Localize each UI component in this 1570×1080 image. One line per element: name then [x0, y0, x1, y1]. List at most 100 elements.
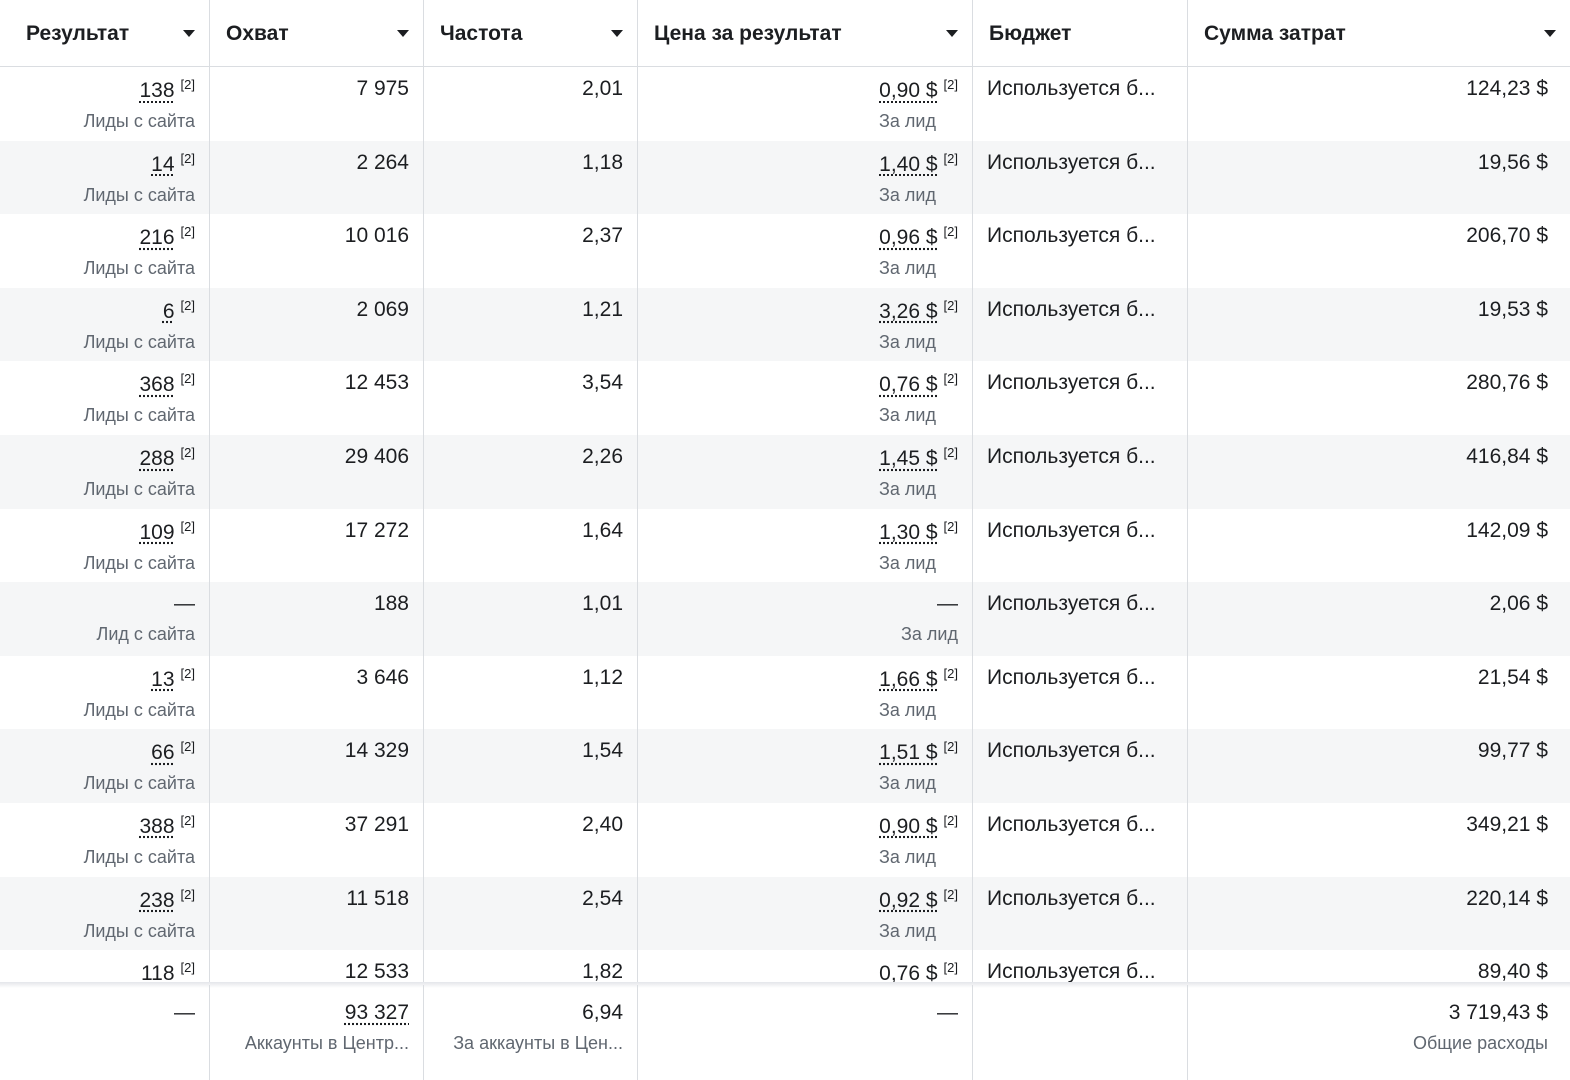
frequency-cell: 1,21	[424, 287, 638, 362]
cost-per-result-cell: 0,90 $ [2] За лид	[638, 67, 973, 141]
footnote-marker[interactable]: [2]	[943, 960, 958, 976]
result-value[interactable]: 118	[141, 962, 175, 985]
result-value[interactable]: 288	[139, 446, 175, 470]
table-footer-summary: — 93 327 Аккаунты в Центр... 6,94 За аккау…	[0, 985, 1570, 1080]
result-value[interactable]: 388	[139, 814, 175, 838]
table-row[interactable]: 216 [2] Лиды с сайта 10 016 2,37 0,96 $ [2]…	[0, 214, 1570, 288]
footnote-marker[interactable]: [2]	[943, 150, 958, 166]
column-header[interactable]: Цена за результат	[638, 0, 973, 67]
cost-per-result-value[interactable]: 1,45 $	[879, 446, 938, 470]
sort-dropdown-icon[interactable]	[183, 30, 195, 37]
footnote-marker[interactable]: [2]	[943, 739, 958, 755]
sort-dropdown-icon[interactable]	[946, 30, 958, 37]
footer-frequency-value: 6,94	[582, 1001, 623, 1024]
table-row[interactable]: 388 [2] Лиды с сайта 37 291 2,40 0,90 $ [2]…	[0, 802, 1570, 877]
footnote-marker[interactable]: [2]	[943, 77, 958, 92]
frequency-value: 2,54	[582, 886, 623, 910]
cost-per-result-value[interactable]: 1,51 $	[879, 741, 938, 765]
footnote-marker[interactable]: [2]	[180, 812, 195, 828]
table-row[interactable]: — Лид с сайта 188 1,01 — За лид Использует…	[0, 582, 1570, 656]
footer-reach-value[interactable]: 93 327	[344, 1001, 409, 1024]
footnote-marker[interactable]: [2]	[943, 444, 958, 460]
reach-value: 14 329	[344, 739, 409, 763]
cost-per-result-value[interactable]: 0,76 $	[879, 373, 938, 397]
frequency-value: 1,18	[582, 150, 623, 174]
cost-per-result-value[interactable]: 0,90 $	[879, 79, 938, 102]
result-value[interactable]: 138	[139, 79, 175, 102]
cost-per-result-value[interactable]: 0,90 $	[879, 814, 938, 838]
footnote-marker[interactable]: [2]	[943, 812, 958, 828]
footnote-marker[interactable]: [2]	[180, 739, 195, 755]
cost-per-result-value[interactable]: 1,66 $	[879, 667, 938, 691]
result-value[interactable]: 14	[151, 152, 175, 176]
frequency-cell: 3,54	[424, 361, 638, 435]
table-row[interactable]: 288 [2] Лиды с сайта 29 406 2,26 1,45 $ [2]…	[0, 434, 1570, 509]
footnote-marker[interactable]: [2]	[180, 297, 195, 313]
table-row[interactable]: 368 [2] Лиды с сайта 12 453 3,54 0,76 $ [2]…	[0, 361, 1570, 435]
result-value[interactable]: 13	[151, 667, 175, 691]
sort-dropdown-icon[interactable]	[1544, 30, 1556, 37]
result-value[interactable]: 216	[139, 226, 175, 250]
footer-spend-label: Общие расходы	[1412, 1033, 1548, 1053]
table-row[interactable]: 13 [2] Лиды с сайта 3 646 1,12 1,66 $ [2] За…	[0, 655, 1570, 730]
reach-value: 10 016	[344, 224, 409, 248]
column-header[interactable]: Частота	[424, 0, 638, 67]
sort-dropdown-icon[interactable]	[397, 30, 409, 37]
footnote-marker[interactable]: [2]	[943, 665, 958, 681]
sort-dropdown-icon[interactable]	[611, 30, 623, 37]
footnote-marker[interactable]: [2]	[943, 518, 958, 534]
column-header[interactable]: Бюджет	[973, 0, 1188, 67]
budget-value: Используется б...	[987, 739, 1156, 763]
reach-value: 3 646	[356, 665, 409, 689]
frequency-value: 2,37	[582, 224, 623, 248]
footnote-marker[interactable]: [2]	[180, 518, 195, 534]
result-value[interactable]: 6	[162, 299, 175, 323]
footnote-marker[interactable]: [2]	[180, 150, 195, 166]
column-header-label: Сумма затрат	[1204, 21, 1346, 45]
footnote-marker[interactable]: [2]	[180, 77, 195, 92]
footnote-marker[interactable]: [2]	[943, 224, 958, 240]
result-value[interactable]: 368	[139, 373, 175, 397]
result-cell: 238 [2] Лиды с сайта	[0, 876, 210, 951]
result-value: —	[174, 592, 195, 616]
table-row[interactable]: 118[2]Лиды с сайта 12 533 1,82 0,76 $[2]…	[0, 950, 1570, 985]
frequency-cell: 1,82	[424, 950, 638, 985]
result-value[interactable]: 109	[139, 520, 175, 544]
frequency-value: 1,82	[582, 960, 623, 984]
cost-per-result-value[interactable]: 3,26 $	[879, 299, 938, 323]
footnote-marker[interactable]: [2]	[180, 960, 195, 976]
frequency-cell: 2,54	[424, 876, 638, 951]
table-row[interactable]: 138 [2] Лиды с сайта 7 975 2,01 0,90 $ [2] З…	[0, 67, 1570, 141]
budget-cell: Используется б...	[973, 434, 1188, 509]
result-value[interactable]: 238	[139, 888, 175, 912]
column-header[interactable]: Охват	[210, 0, 424, 67]
cost-per-result-value[interactable]: 0,76 $	[879, 962, 938, 985]
footnote-marker[interactable]: [2]	[180, 224, 195, 240]
result-cell: 368 [2] Лиды с сайта	[0, 361, 210, 435]
footnote-marker[interactable]: [2]	[180, 886, 195, 902]
cost-per-result-value[interactable]: 0,92 $	[879, 888, 938, 912]
footnote-marker[interactable]: [2]	[180, 665, 195, 681]
cost-per-result-value[interactable]: 0,96 $	[879, 226, 938, 250]
table-row[interactable]: 6 [2] Лиды с сайта 2 069 1,21 3,26 $ [2] За …	[0, 287, 1570, 362]
footnote-marker[interactable]: [2]	[180, 371, 195, 387]
column-header[interactable]: Сумма затрат	[1188, 0, 1570, 67]
result-label: Лиды с сайта	[83, 331, 195, 352]
column-header[interactable]: Результат	[0, 0, 210, 67]
table-row[interactable]: 238 [2] Лиды с сайта 11 518 2,54 0,92 $ [2]…	[0, 876, 1570, 951]
table-row[interactable]: 14 [2] Лиды с сайта 2 264 1,18 1,40 $ [2] За…	[0, 140, 1570, 215]
cost-per-result-value[interactable]: 1,40 $	[879, 152, 938, 176]
spend-value: 349,21 $	[1466, 812, 1548, 836]
result-value[interactable]: 66	[151, 741, 175, 765]
footnote-marker[interactable]: [2]	[943, 886, 958, 902]
frequency-value: 1,01	[582, 592, 623, 616]
table-row[interactable]: 66 [2] Лиды с сайта 14 329 1,54 1,51 $ [2] З…	[0, 729, 1570, 803]
result-label: Лид с сайта	[96, 624, 196, 645]
footnote-marker[interactable]: [2]	[943, 371, 958, 387]
budget-value: Используется б...	[987, 665, 1156, 689]
footnote-marker[interactable]: [2]	[180, 444, 195, 460]
table-row[interactable]: 109 [2] Лиды с сайта 17 272 1,64 1,30 $ [2]…	[0, 508, 1570, 583]
footnote-marker[interactable]: [2]	[943, 297, 958, 313]
frequency-cell: 1,18	[424, 140, 638, 215]
cost-per-result-value[interactable]: 1,30 $	[879, 520, 938, 544]
